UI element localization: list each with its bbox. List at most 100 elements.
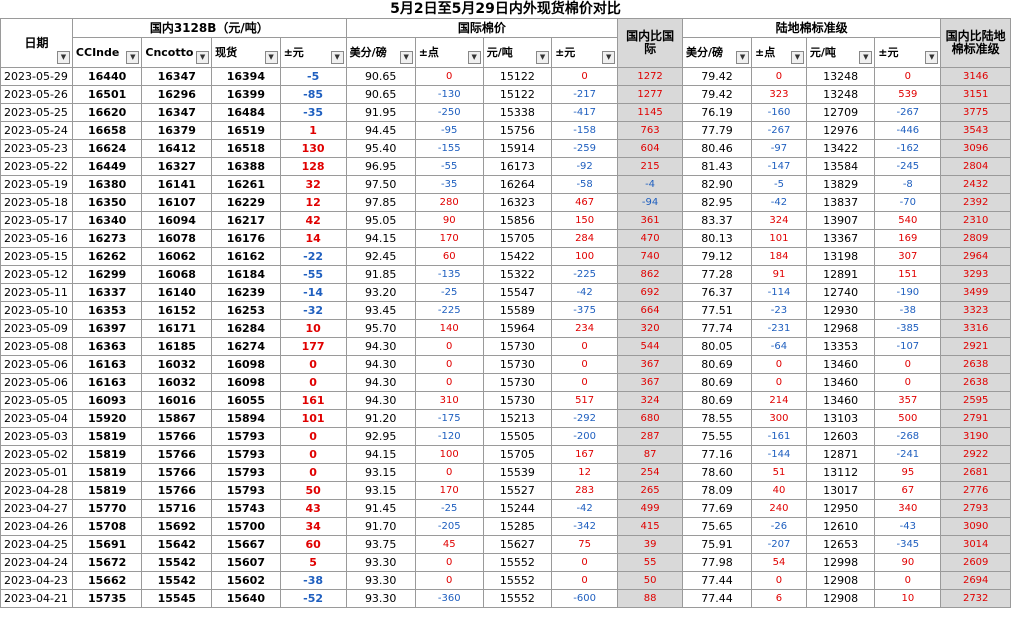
pm3-cell[interactable]: -107 — [874, 337, 942, 356]
pm1-cell[interactable]: 0 — [279, 463, 347, 482]
date-cell[interactable]: 2023-05-10 — [0, 301, 73, 320]
pts2-cell[interactable]: -26 — [751, 517, 807, 536]
yuan1-cell[interactable]: 15505 — [482, 427, 553, 446]
usc2-cell[interactable]: 82.95 — [681, 193, 753, 212]
usc2-cell[interactable]: 78.55 — [681, 409, 753, 428]
pm3-cell[interactable]: -241 — [874, 445, 942, 464]
pm2-cell[interactable]: 0 — [551, 571, 619, 590]
yuan2-cell[interactable]: 13353 — [805, 337, 876, 356]
pts1-cell[interactable]: -95 — [414, 121, 484, 140]
spot-cell[interactable]: 16388 — [211, 157, 281, 176]
pm1-cell[interactable]: 130 — [279, 139, 347, 158]
cci-cell[interactable]: 16449 — [71, 157, 143, 176]
cmp-landed-cell[interactable]: 2732 — [940, 589, 1011, 608]
yuan2-cell[interactable]: 13837 — [805, 193, 876, 212]
pm1-cell[interactable]: -52 — [279, 589, 347, 608]
yuan2-cell[interactable]: 12930 — [805, 301, 876, 320]
usc1-cell[interactable]: 94.45 — [345, 121, 416, 140]
yuan1-cell[interactable]: 16264 — [482, 175, 553, 194]
date-cell[interactable]: 2023-05-23 — [0, 139, 73, 158]
pm2-cell[interactable]: 100 — [551, 247, 619, 266]
filter-dropdown-icon[interactable]: ▼ — [467, 51, 481, 64]
pm2-cell[interactable]: 0 — [551, 553, 619, 572]
yuan2-cell[interactable]: 13198 — [805, 247, 876, 266]
cmp-landed-cell[interactable]: 2791 — [940, 409, 1011, 428]
pts2-cell[interactable]: 51 — [751, 463, 807, 482]
cmp-intl-cell[interactable]: 680 — [617, 409, 683, 428]
usc2-cell[interactable]: 77.16 — [681, 445, 753, 464]
filter-dropdown-icon[interactable]: ▼ — [330, 51, 344, 64]
cmp-intl-cell[interactable]: 215 — [617, 157, 683, 176]
pts1-cell[interactable]: 0 — [414, 67, 484, 86]
cnc-cell[interactable]: 15867 — [141, 409, 213, 428]
pts2-cell[interactable]: 184 — [751, 247, 807, 266]
cnc-header-cell[interactable]: Cncotto ▼ — [141, 37, 213, 68]
pm3-cell[interactable]: -8 — [874, 175, 942, 194]
usc1-cell[interactable]: 94.30 — [345, 391, 416, 410]
pm3-cell[interactable]: -446 — [874, 121, 942, 140]
pm2-cell[interactable]: -225 — [551, 265, 619, 284]
yuan1-cell[interactable]: 15547 — [482, 283, 553, 302]
usc1-cell[interactable]: 93.30 — [345, 553, 416, 572]
yuan2-cell[interactable]: 13103 — [805, 409, 876, 428]
pm1-cell[interactable]: 5 — [279, 553, 347, 572]
yuan1-cell[interactable]: 15964 — [482, 319, 553, 338]
yuan1-cell[interactable]: 16173 — [482, 157, 553, 176]
date-cell[interactable]: 2023-05-24 — [0, 121, 73, 140]
pm3-cell[interactable]: -38 — [874, 301, 942, 320]
cmp-landed-cell[interactable]: 3316 — [940, 319, 1011, 338]
filter-dropdown-icon[interactable]: ▼ — [264, 51, 278, 64]
cnc-cell[interactable]: 15642 — [141, 535, 213, 554]
pm3-cell[interactable]: 0 — [874, 67, 942, 86]
pm2-cell[interactable]: 0 — [551, 337, 619, 356]
spot-cell[interactable]: 15743 — [211, 499, 281, 518]
cmp-landed-cell[interactable]: 2804 — [940, 157, 1011, 176]
date-cell[interactable]: 2023-05-19 — [0, 175, 73, 194]
usc2-cell[interactable]: 77.44 — [681, 571, 753, 590]
date-cell[interactable]: 2023-04-21 — [0, 589, 73, 608]
yuan2-header-cell[interactable]: 元/吨 ▼ — [805, 37, 876, 68]
sheet-title[interactable]: 5月2日至5月29日内外现货棉价对比 — [390, 0, 621, 17]
pm1-cell[interactable]: 50 — [279, 481, 347, 500]
filter-dropdown-icon[interactable]: ▼ — [536, 51, 550, 64]
spot-cell[interactable]: 16184 — [211, 265, 281, 284]
spot-cell[interactable]: 16261 — [211, 175, 281, 194]
date-cell[interactable]: 2023-05-06 — [0, 373, 73, 392]
cmp-intl-cell[interactable]: 499 — [617, 499, 683, 518]
pm3-cell[interactable]: 540 — [874, 211, 942, 230]
usc2-cell[interactable]: 79.12 — [681, 247, 753, 266]
pm2-cell[interactable]: 0 — [551, 373, 619, 392]
spot-cell[interactable]: 15793 — [211, 481, 281, 500]
pts2-cell[interactable]: -5 — [751, 175, 807, 194]
pm3-cell[interactable]: 307 — [874, 247, 942, 266]
cmp-intl-cell[interactable]: 287 — [617, 427, 683, 446]
pts1-cell[interactable]: -250 — [414, 103, 484, 122]
pm3-cell[interactable]: -43 — [874, 517, 942, 536]
filter-dropdown-icon[interactable]: ▼ — [925, 51, 939, 64]
pm1-cell[interactable]: 177 — [279, 337, 347, 356]
usc2-cell[interactable]: 78.60 — [681, 463, 753, 482]
filter-dropdown-icon[interactable]: ▼ — [399, 51, 413, 64]
date-cell[interactable]: 2023-05-17 — [0, 211, 73, 230]
pts2-cell[interactable]: 0 — [751, 67, 807, 86]
usc1-cell[interactable]: 93.15 — [345, 481, 416, 500]
cmp-landed-cell[interactable]: 2922 — [940, 445, 1011, 464]
cci-cell[interactable]: 15691 — [71, 535, 143, 554]
usc2-cell[interactable]: 82.90 — [681, 175, 753, 194]
cci-header-cell[interactable]: CCInde ▼ — [71, 37, 143, 68]
pts1-cell[interactable]: -25 — [414, 283, 484, 302]
usc1-cell[interactable]: 94.30 — [345, 355, 416, 374]
yuan1-cell[interactable]: 15730 — [482, 373, 553, 392]
yuan2-cell[interactable]: 13460 — [805, 373, 876, 392]
usc2-cell[interactable]: 80.46 — [681, 139, 753, 158]
date-cell[interactable]: 2023-05-01 — [0, 463, 73, 482]
cmp-landed-cell[interactable]: 3090 — [940, 517, 1011, 536]
pm1-cell[interactable]: 0 — [279, 445, 347, 464]
pts2-cell[interactable]: -161 — [751, 427, 807, 446]
yuan2-cell[interactable]: 12871 — [805, 445, 876, 464]
usc1-cell[interactable]: 91.85 — [345, 265, 416, 284]
usc1-cell[interactable]: 94.30 — [345, 337, 416, 356]
pts1-cell[interactable]: -35 — [414, 175, 484, 194]
date-cell[interactable]: 2023-04-23 — [0, 571, 73, 590]
spot-cell[interactable]: 16518 — [211, 139, 281, 158]
